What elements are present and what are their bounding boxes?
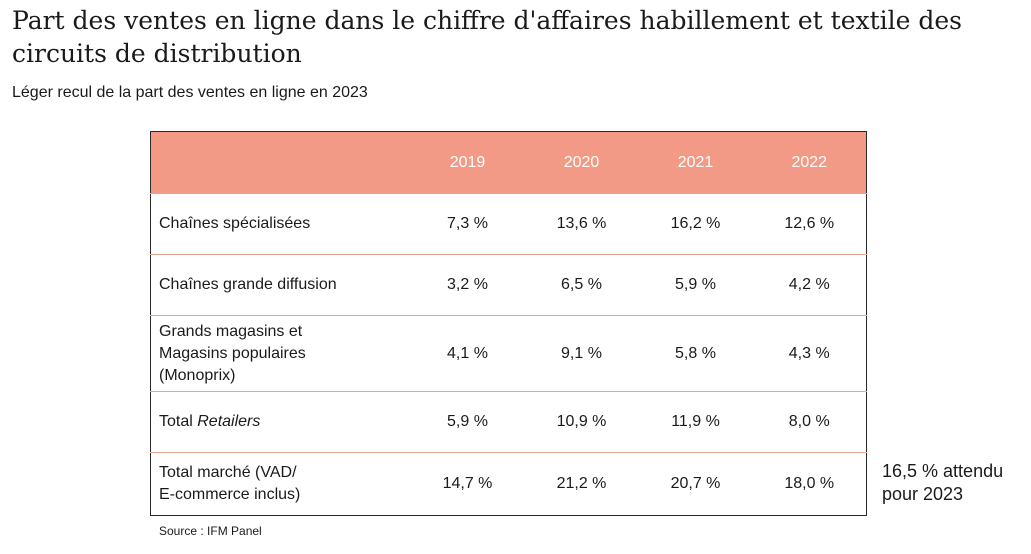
row-label-line: Total marché (VAD/ xyxy=(159,464,297,481)
table-row: Total marché (VAD/ E-commerce inclus) 14… xyxy=(150,452,867,516)
forecast-note-line: 16,5 % attendu xyxy=(882,461,1004,481)
table-cell: 5,9 % xyxy=(638,254,753,316)
table-row: Total Retailers 5,9 % 10,9 % 11,9 % 8,0 … xyxy=(150,391,867,453)
table-cell: 13,6 % xyxy=(524,193,639,255)
table-cell: 10,9 % xyxy=(524,391,639,453)
table-cell: 14,7 % xyxy=(410,452,525,516)
header-cell-year: 2022 xyxy=(791,153,828,171)
table-cell: 21,2 % xyxy=(524,452,639,516)
row-label-line: E-commerce inclus) xyxy=(159,486,301,503)
row-label-line: (Monoprix) xyxy=(159,366,236,384)
table-row: Chaînes grande diffusion 3,2 % 6,5 % 5,9… xyxy=(150,254,867,316)
table-header-row: 2019 2020 2021 2022 xyxy=(150,131,867,194)
row-label-italic: Retailers xyxy=(197,413,261,430)
table-cell: 9,1 % xyxy=(524,315,639,392)
header-cell-year: 2019 xyxy=(449,153,486,171)
table-cell: 6,5 % xyxy=(524,254,639,316)
row-label: Chaînes spécialisées xyxy=(150,193,411,255)
row-label-line: Grands magasins et xyxy=(159,322,303,340)
row-label: Grands magasins et Magasins populaires (… xyxy=(150,315,411,392)
table-cell: 5,9 % xyxy=(410,391,525,453)
row-label: Total Retailers xyxy=(150,391,411,453)
page-subtitle: Léger recul de la part des ventes en lig… xyxy=(12,84,368,101)
table-cell: 5,8 % xyxy=(638,315,753,392)
source-note: Source : IFM Panel xyxy=(159,524,262,538)
table-cell: 20,7 % xyxy=(638,452,753,516)
table-cell: 16,2 % xyxy=(638,193,753,255)
header-cell-year: 2021 xyxy=(677,153,714,171)
data-table: 2019 2020 2021 2022 Chaînes spécialisées… xyxy=(150,131,867,516)
table-cell: 11,9 % xyxy=(638,391,753,453)
table-cell: 4,2 % xyxy=(752,254,867,316)
forecast-note-line: pour 2023 xyxy=(882,484,964,504)
table-cell: 8,0 % xyxy=(752,391,867,453)
table-row: Grands magasins et Magasins populaires (… xyxy=(150,315,867,392)
header-cell-label xyxy=(151,132,411,194)
table-row: Chaînes spécialisées 7,3 % 13,6 % 16,2 %… xyxy=(150,193,867,255)
row-label-prefix: Total xyxy=(159,413,198,430)
table-cell: 7,3 % xyxy=(410,193,525,255)
row-label: Chaînes grande diffusion xyxy=(150,254,411,316)
row-label-line: Chaînes grande diffusion xyxy=(159,276,337,293)
header-cell-year: 2020 xyxy=(563,153,600,171)
forecast-note: 16,5 % attendu pour 2023 xyxy=(882,460,1003,506)
row-label-line: Chaînes spécialisées xyxy=(159,215,311,232)
row-label: Total marché (VAD/ E-commerce inclus) xyxy=(150,452,411,516)
table-cell: 18,0 % xyxy=(752,452,867,516)
row-label-line: Magasins populaires xyxy=(159,344,306,362)
table-cell: 12,6 % xyxy=(752,193,867,255)
table-cell: 3,2 % xyxy=(410,254,525,316)
table-cell: 4,1 % xyxy=(410,315,525,392)
table-cell: 4,3 % xyxy=(752,315,867,392)
page-title: Part des ventes en ligne dans le chiffre… xyxy=(12,6,962,68)
